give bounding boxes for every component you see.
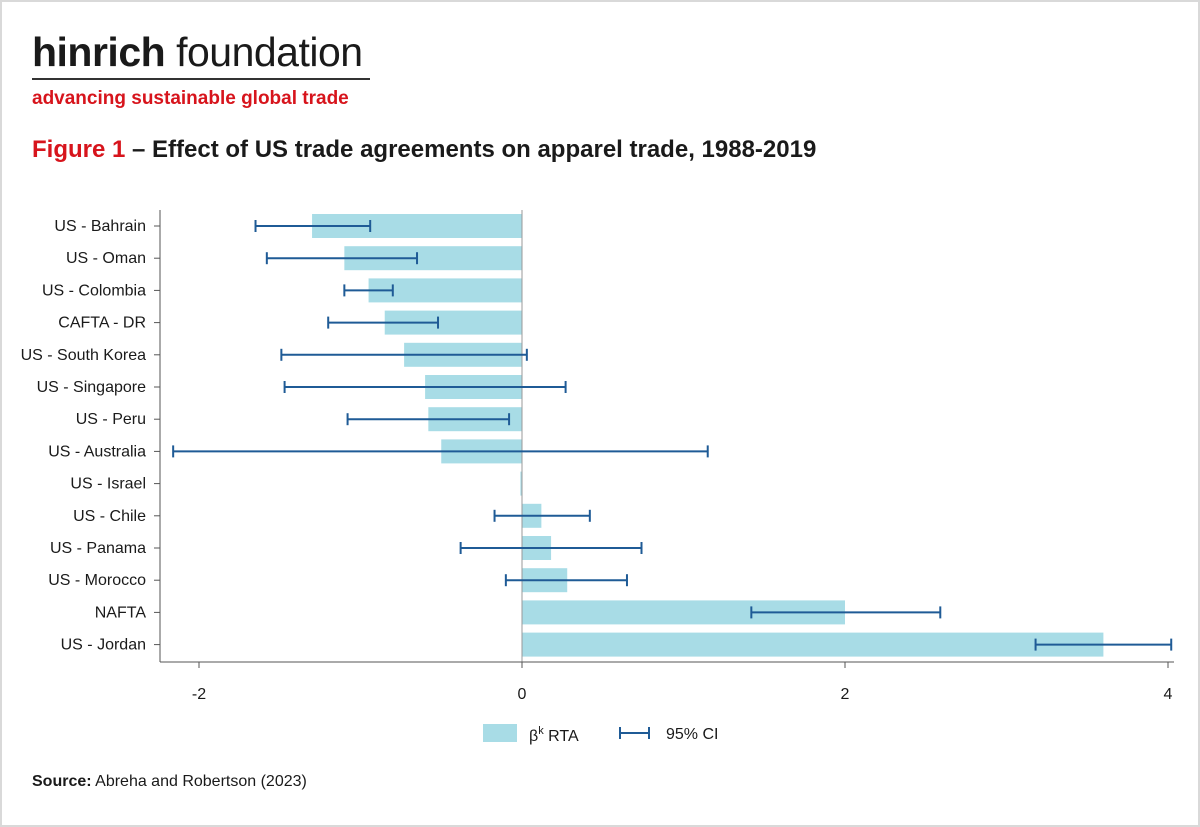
figure-number: Figure 1 bbox=[32, 136, 126, 163]
source-text: Abreha and Robertson (2023) bbox=[91, 773, 307, 790]
y-tick-label: US - Morocco bbox=[48, 572, 146, 589]
legend-ci-label: 95% CI bbox=[666, 726, 718, 743]
y-tick-label: US - Peru bbox=[76, 411, 146, 428]
y-tick-label: US - Colombia bbox=[42, 282, 146, 299]
bar bbox=[522, 632, 1104, 657]
brand-divider bbox=[32, 78, 370, 80]
x-tick-label: 4 bbox=[1164, 686, 1173, 703]
y-tick-label: US - Singapore bbox=[37, 379, 146, 396]
y-tick-label: US - Bahrain bbox=[54, 218, 146, 235]
x-tick-label: -2 bbox=[192, 686, 206, 703]
y-tick-label: US - Australia bbox=[48, 443, 146, 460]
y-tick-label: US - South Korea bbox=[21, 347, 147, 364]
x-tick-label: 2 bbox=[841, 686, 850, 703]
y-tick-label: US - Israel bbox=[70, 476, 146, 493]
figure-title: Figure 1 – Effect of US trade agreements… bbox=[32, 136, 816, 164]
brand-logo: hinrich foundation advancing sustainable… bbox=[32, 30, 370, 110]
brand-name-light: foundation bbox=[165, 29, 363, 75]
x-tick-label: 0 bbox=[518, 686, 527, 703]
brand-name-bold: hinrich bbox=[32, 29, 166, 75]
bar bbox=[520, 471, 522, 496]
y-tick-label: US - Jordan bbox=[61, 637, 146, 654]
figure-title-text: – Effect of US trade agreements on appar… bbox=[125, 136, 817, 163]
brand-name: hinrich foundation bbox=[32, 30, 370, 74]
y-tick-label: CAFTA - DR bbox=[58, 315, 146, 332]
y-tick-label: US - Chile bbox=[73, 508, 146, 525]
legend-bar-swatch bbox=[483, 724, 517, 742]
y-tick-label: US - Panama bbox=[50, 540, 146, 557]
y-tick-label: NAFTA bbox=[95, 604, 147, 621]
brand-tagline: advancing sustainable global trade bbox=[32, 88, 349, 109]
legend-bar-label: βk RTA bbox=[529, 725, 579, 745]
source-label: Source: bbox=[32, 773, 92, 790]
source-note: Source: Abreha and Robertson (2023) bbox=[32, 773, 307, 791]
y-tick-label: US - Oman bbox=[66, 250, 146, 267]
bar bbox=[368, 278, 522, 303]
